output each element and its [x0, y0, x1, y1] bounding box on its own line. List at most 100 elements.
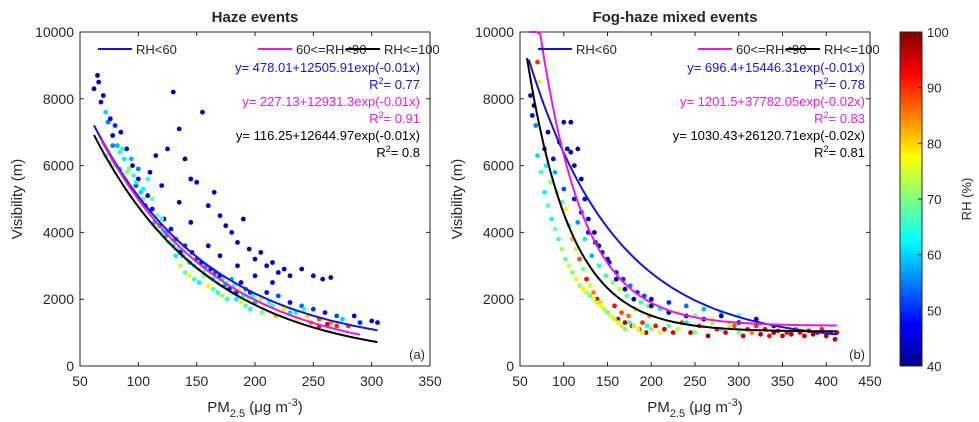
- data-point: [159, 216, 165, 222]
- data-point: [229, 230, 235, 235]
- data-point: [103, 109, 109, 115]
- data-point: [528, 93, 533, 98]
- data-point: [133, 179, 139, 185]
- data-point: [258, 296, 264, 302]
- colorbar-label: RH (%): [959, 178, 974, 221]
- data-point: [535, 153, 540, 159]
- data-point: [135, 166, 141, 172]
- plot-area: [519, 31, 871, 367]
- data-point: [545, 203, 551, 209]
- data-point: [578, 176, 584, 182]
- panel-label: (a): [409, 347, 425, 362]
- data-point: [559, 246, 565, 252]
- x-tick-label: 300: [727, 373, 751, 389]
- colorbar-ticks: 40 50 60 70 80 90 100: [918, 25, 949, 374]
- data-point: [320, 276, 326, 282]
- r-squared: R2= 0.81: [814, 144, 865, 160]
- fit-equation: y= 1201.5+37782.05exp(-0.02x): [680, 94, 865, 109]
- data-point: [126, 166, 132, 172]
- data-point: [259, 310, 265, 315]
- y-tick-label: 4000: [483, 224, 514, 240]
- x-tick-label: 300: [360, 373, 384, 389]
- data-point: [612, 316, 617, 322]
- data-point: [749, 330, 755, 335]
- fit-equations: y= 696.4+15446.31exp(-0.01x)R2= 0.78 y= 1…: [673, 60, 865, 160]
- y-tick-label: 4000: [43, 224, 74, 240]
- data-point: [657, 330, 663, 335]
- data-point: [112, 123, 118, 128]
- chart-title: Haze events: [212, 9, 299, 26]
- x-tick-label: 450: [858, 373, 882, 389]
- fit-equation: y= 1030.43+26120.71exp(-0.02x): [673, 128, 865, 143]
- data-point: [732, 323, 737, 329]
- data-point: [635, 326, 641, 332]
- colorbar-tick-label: 100: [927, 25, 949, 40]
- data-point: [631, 323, 637, 329]
- data-point: [165, 146, 170, 152]
- colorbar-tick-label: 90: [927, 81, 941, 96]
- data-point: [334, 323, 340, 329]
- data-point: [615, 320, 621, 325]
- data-point: [802, 333, 807, 339]
- x-tick-label: 150: [185, 373, 209, 389]
- data-point: [644, 323, 650, 329]
- data-point: [351, 313, 357, 319]
- colorbar-tick-label: 40: [927, 359, 941, 374]
- r-squared: R2= 0.91: [369, 110, 420, 126]
- data-point: [718, 313, 724, 319]
- data-point: [736, 330, 742, 335]
- data-point: [577, 256, 582, 262]
- data-point: [159, 183, 165, 189]
- data-point: [147, 169, 153, 175]
- data-point: [549, 216, 554, 222]
- data-point: [170, 89, 176, 95]
- data-point: [191, 276, 197, 282]
- data-point: [571, 163, 577, 169]
- data-point: [196, 280, 202, 285]
- data-point: [233, 296, 239, 302]
- y-tick-label: 6000: [43, 158, 74, 174]
- data-point: [619, 310, 624, 315]
- data-point: [217, 253, 223, 259]
- data-point: [610, 280, 616, 285]
- fit-curve: [526, 57, 837, 333]
- r-squared: R2= 0.77: [369, 76, 420, 92]
- data-point: [592, 230, 597, 235]
- data-point: [561, 119, 567, 125]
- x-tick-label: 50: [512, 373, 528, 389]
- data-point: [95, 73, 100, 78]
- data-point: [264, 263, 270, 269]
- data-point: [575, 220, 581, 225]
- data-point: [145, 176, 151, 182]
- data-point: [173, 253, 179, 259]
- data-point: [648, 296, 654, 302]
- data-point: [235, 240, 240, 245]
- data-point: [573, 246, 579, 252]
- data-point: [675, 326, 680, 332]
- data-point: [556, 236, 561, 242]
- data-point: [587, 293, 593, 299]
- legend: RH<60 60<=RH<90 RH<=100: [538, 42, 880, 57]
- data-point: [624, 293, 630, 299]
- x-axis-ticks: 50 100 150 200 250 300 350 400 450: [512, 32, 882, 389]
- data-point: [287, 273, 293, 279]
- data-point: [533, 123, 539, 128]
- data-point: [96, 79, 102, 85]
- colorbar: 40 50 60 70 80 90 100 RH (%): [899, 25, 974, 374]
- x-axis-ticks: 50 100 150 200 250 300 350: [72, 32, 442, 389]
- fit-equation: y= 116.25+12644.97exp(-0.01x): [236, 128, 420, 143]
- data-point: [780, 333, 785, 339]
- data-point: [145, 193, 151, 199]
- data-point: [603, 273, 609, 279]
- data-point: [176, 126, 182, 132]
- data-point: [299, 266, 305, 272]
- y-tick-label: 2000: [483, 291, 514, 307]
- fit-equation: y= 227.13+12931.3exp(-0.01x): [242, 94, 420, 109]
- y-tick-label: 2000: [43, 291, 74, 307]
- data-point: [710, 320, 715, 325]
- data-point: [118, 129, 124, 135]
- data-point: [128, 156, 134, 162]
- data-point: [110, 133, 116, 138]
- fit-curve: [100, 139, 361, 336]
- x-axis-label: PM2.5 (μg m-3): [207, 397, 302, 420]
